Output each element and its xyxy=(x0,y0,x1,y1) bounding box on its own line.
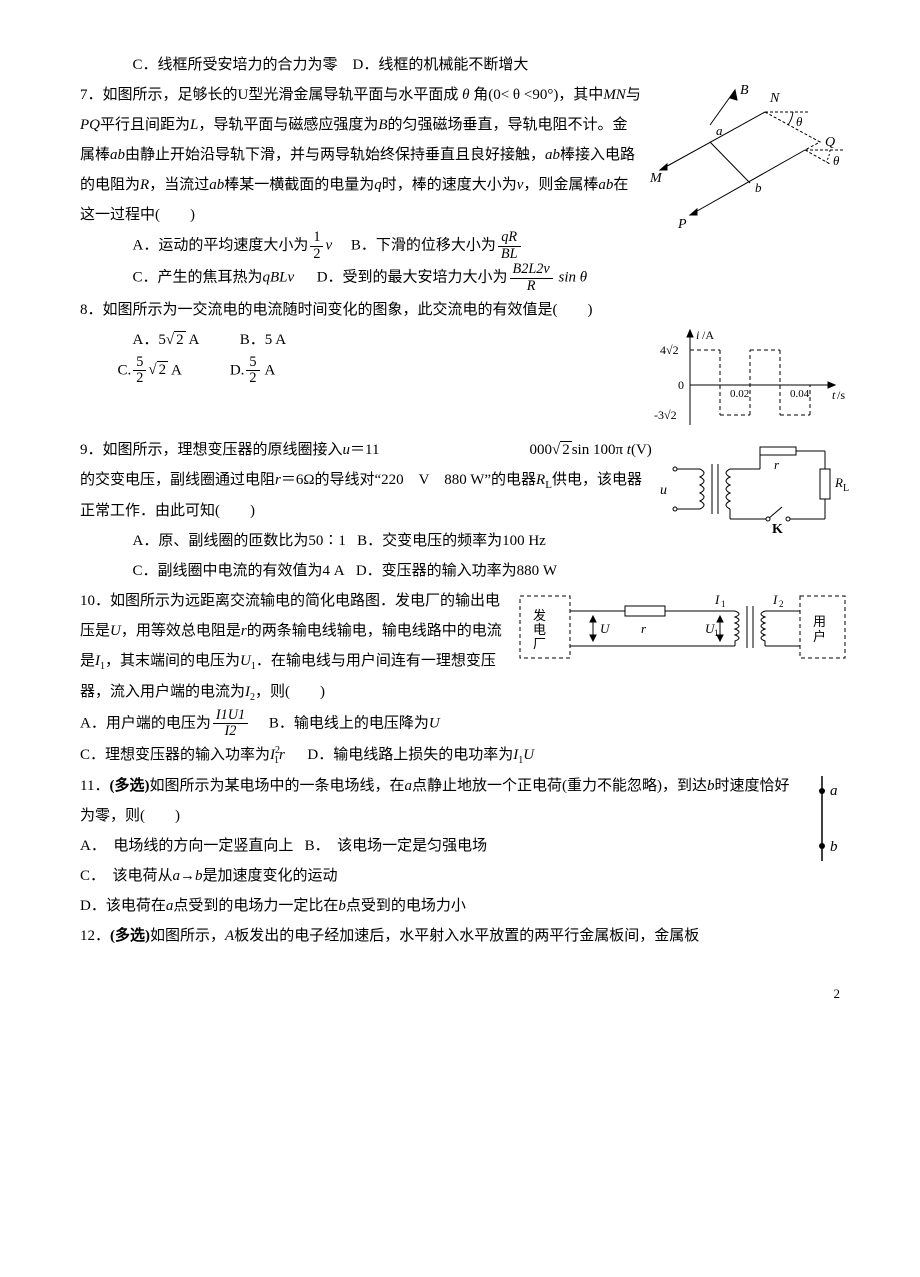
svg-text:/A: /A xyxy=(702,328,714,342)
svg-text:u: u xyxy=(660,483,667,498)
q11-figure: a b xyxy=(810,771,850,866)
q8: 8．如图所示为一交流电的电流随时间变化的图象，此交流电的有效值是( ) xyxy=(80,295,850,435)
svg-text:厂: 厂 xyxy=(533,636,546,651)
q8-stem: 8．如图所示为一交流电的电流随时间变化的图象，此交流电的有效值是( ) xyxy=(80,295,850,325)
svg-text:I: I xyxy=(772,592,778,607)
svg-text:L: L xyxy=(843,483,849,494)
svg-text:用: 用 xyxy=(813,614,826,629)
q7-optAB: A．运动的平均速度大小为12v B．下滑的位移大小为qRBL xyxy=(80,230,850,262)
q9-figure: u r R L K xyxy=(660,439,850,534)
q7-optCD: C．产生的焦耳热为qBLv D．受到的最大安培力大小为B2L2vR sin θ xyxy=(80,262,850,294)
q6-optC: C．线框所受安培力的合力为零 xyxy=(133,57,338,73)
svg-text:a: a xyxy=(830,783,838,799)
svg-text:R: R xyxy=(834,475,843,490)
svg-text:/s: /s xyxy=(837,388,845,402)
q11-optAB: A． 电场线的方向一定竖直向上 B． 该电场一定是匀强电场 xyxy=(80,831,850,861)
svg-text:1: 1 xyxy=(714,628,719,638)
svg-text:θ: θ xyxy=(833,153,840,168)
svg-text:0.04: 0.04 xyxy=(790,388,810,400)
svg-text:2: 2 xyxy=(779,599,784,609)
q11-optC: C． 该电荷从a→b是加速度变化的运动 xyxy=(80,861,850,891)
q10-optC-D: C．理想变压器的输入功率为I21r D．输电线路上损失的电功率为I1U xyxy=(80,740,850,771)
q7: B N Q M P a b θ θ 7．如图所示，足够长的U型光滑金属导轨平面与… xyxy=(80,80,850,295)
svg-text:户: 户 xyxy=(813,629,826,644)
svg-text:Q: Q xyxy=(825,135,835,150)
q6-options-cd: C．线框所受安培力的合力为零 D．线框的机械能不断增大 xyxy=(80,50,850,80)
svg-text:0: 0 xyxy=(678,378,684,392)
svg-text:P: P xyxy=(677,217,687,230)
svg-text:-3√2: -3√2 xyxy=(654,408,677,422)
svg-text:i: i xyxy=(696,328,699,342)
q10-optA-B: A．用户端的电压为I1U1I2 B．输电线上的电压降为U xyxy=(80,708,850,740)
q10: 发 电 厂 用 户 U r U 1 I 1 I 2 10．如图所示为远距离交流输… xyxy=(80,586,850,771)
svg-text:M: M xyxy=(650,171,663,186)
q12: 12．(多选)如图所示，A板发出的电子经加速后，水平射入水平放置的两平行金属板间… xyxy=(80,921,850,951)
q7-figure: B N Q M P a b θ θ xyxy=(650,80,850,230)
svg-text:U: U xyxy=(600,621,611,636)
svg-text:B: B xyxy=(740,83,749,98)
q11-optD: D．该电荷在a点受到的电场力一定比在b点受到的电场力小 xyxy=(80,891,850,921)
svg-text:r: r xyxy=(774,457,780,472)
svg-text:b: b xyxy=(830,839,838,855)
svg-text:0.02: 0.02 xyxy=(730,388,749,400)
q12-stem: 12．(多选)如图所示，A板发出的电子经加速后，水平射入水平放置的两平行金属板间… xyxy=(80,921,850,951)
svg-text:r: r xyxy=(641,621,647,636)
q11-stem: 11．(多选)如图所示为某电场中的一条电场线，在a点静止地放一个正电荷(重力不能… xyxy=(80,771,850,831)
svg-text:I: I xyxy=(714,592,720,607)
svg-text:N: N xyxy=(769,91,780,106)
svg-text:θ: θ xyxy=(796,114,803,129)
svg-text:K: K xyxy=(772,522,783,534)
q11: a b 11．(多选)如图所示为某电场中的一条电场线，在a点静止地放一个正电荷(… xyxy=(80,771,850,921)
svg-text:1: 1 xyxy=(721,599,726,609)
svg-text:发: 发 xyxy=(533,608,546,623)
svg-text:电: 电 xyxy=(533,622,546,637)
q8-figure: i/A 4√2 0 -3√2 0.02 0.04 t/s xyxy=(650,325,850,435)
q9-optCD: C．副线圈中电流的有效值为4 A D．变压器的输入功率为880 W xyxy=(80,556,850,586)
page-number: 2 xyxy=(80,981,850,1007)
q6-optD: D．线框的机械能不断增大 xyxy=(353,57,529,73)
svg-text:b: b xyxy=(755,180,762,195)
svg-text:a: a xyxy=(716,123,723,138)
q9: u r R L K 9．如图所示，理想变压器的原线圈接入u＝11 0002sin… xyxy=(80,435,850,586)
svg-text:t: t xyxy=(832,388,836,402)
svg-text:4√2: 4√2 xyxy=(660,343,679,357)
q10-figure: 发 电 厂 用 户 U r U 1 I 1 I 2 xyxy=(515,586,850,671)
